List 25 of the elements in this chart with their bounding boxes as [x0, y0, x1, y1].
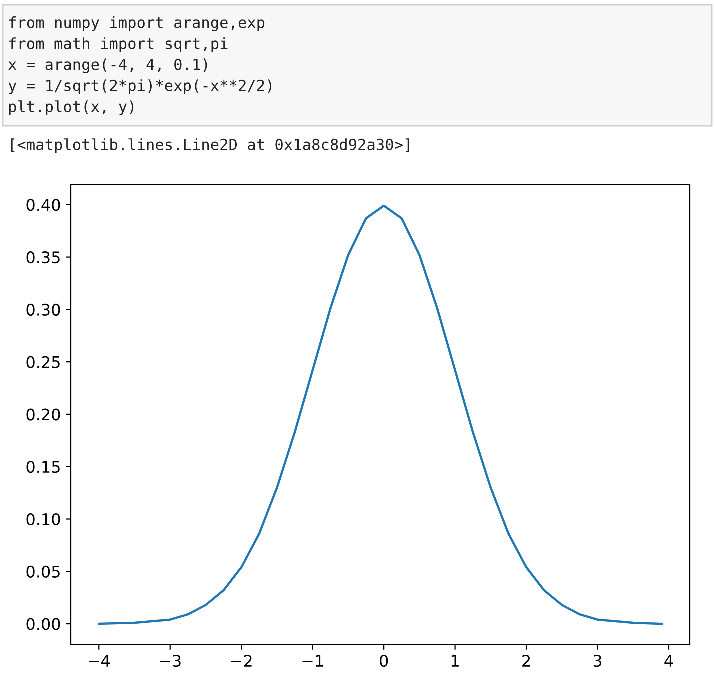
text: plt.plot(x, y) [9, 100, 134, 116]
y-tick-label: 0.20 [26, 408, 60, 421]
x-tick-label: −1 [302, 655, 324, 667]
y-tick-label: 0.00 [26, 618, 60, 630]
text: [<matplotlib.lines.Line2D at 0x1a8c8d92a30>] [11, 138, 410, 154]
text: from numpy import arange,exp [9, 16, 265, 32]
x-tick-label: −4 [89, 655, 110, 667]
y-tick-label: 0.10 [26, 513, 60, 526]
y-tick-label: 0.40 [26, 199, 60, 212]
x-tick-label: −2 [232, 655, 252, 667]
x-tick-label: 3 [594, 655, 602, 668]
line-series [98, 204, 663, 626]
x-tick-label: 0 [380, 655, 388, 668]
x-tick-label: 1 [452, 655, 459, 667]
y-tick-label: 0.05 [26, 566, 60, 578]
x-tick-label: −3 [160, 655, 181, 668]
y-tick-label: 0.25 [26, 356, 60, 368]
y-tick-label: 0.15 [26, 461, 60, 474]
x-tick-label: 4 [664, 655, 674, 667]
text: x = arange(-4, 4, 0.1) [8, 58, 208, 74]
text: from math import sqrt,pi [9, 38, 228, 52]
y-tick-label: 0.30 [26, 304, 60, 316]
text: y = 1/sqrt(2*pi)*exp(-x**2/2) [8, 80, 272, 94]
y-tick-label: 0.35 [26, 252, 60, 264]
x-tick-label: 2 [522, 655, 530, 667]
